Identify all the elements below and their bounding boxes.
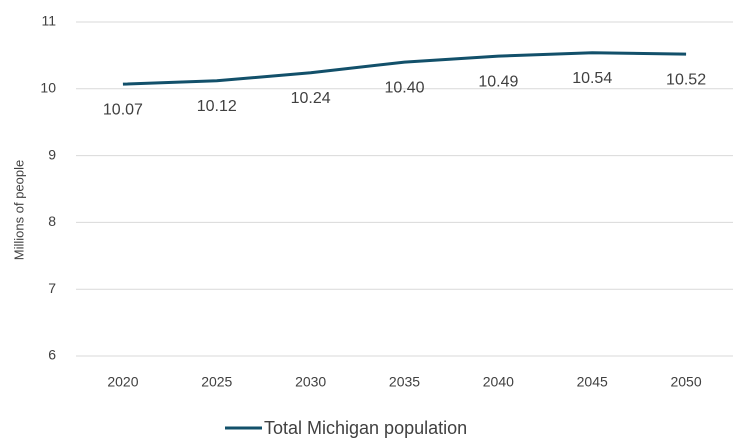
y-tick-label: 9 — [48, 146, 56, 162]
x-tick-label: 2035 — [389, 374, 420, 390]
x-tick-label: 2040 — [483, 374, 514, 390]
data-label: 10.54 — [572, 70, 612, 87]
y-tick-label: 8 — [48, 213, 56, 229]
y-tick-label: 10 — [40, 80, 56, 96]
x-tick-label: 2045 — [577, 374, 608, 390]
y-tick-label: 6 — [48, 347, 56, 363]
x-tick-label: 2025 — [201, 374, 232, 390]
data-label: 10.49 — [478, 73, 518, 90]
x-tick-label: 2020 — [107, 374, 138, 390]
x-tick-label: 2030 — [295, 374, 326, 390]
data-label: 10.40 — [384, 79, 424, 96]
data-label: 10.12 — [197, 98, 237, 115]
series-line — [122, 51, 687, 86]
x-tick-label: 2050 — [670, 374, 701, 390]
y-axis-label: Millions of people — [11, 160, 26, 260]
data-label: 10.52 — [666, 71, 706, 88]
data-label: 10.07 — [103, 101, 143, 118]
data-label: 10.24 — [291, 90, 331, 107]
y-tick-label: 7 — [48, 280, 56, 296]
legend-label: Total Michigan population — [264, 418, 467, 438]
y-tick-label: 11 — [41, 13, 56, 29]
